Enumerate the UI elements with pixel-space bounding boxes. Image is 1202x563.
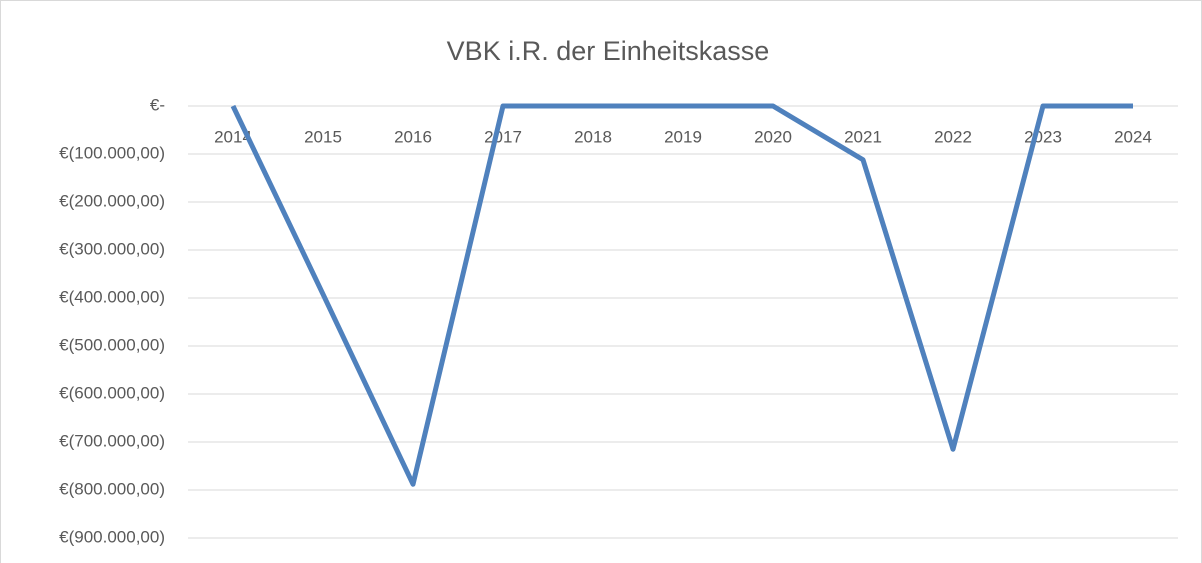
x-tick-label: 2014 — [214, 127, 252, 146]
y-tick-label: €(700.000,00) — [59, 431, 165, 450]
x-tick-label: 2022 — [934, 127, 972, 146]
x-tick-label: 2020 — [754, 127, 792, 146]
y-tick-label: €(100.000,00) — [59, 143, 165, 162]
y-tick-label: €- — [150, 95, 165, 114]
x-tick-label: 2023 — [1024, 127, 1062, 146]
x-tick-label: 2018 — [574, 127, 612, 146]
x-tick-label: 2016 — [394, 127, 432, 146]
y-tick-label: €(200.000,00) — [59, 191, 165, 210]
data-line — [230, 103, 1133, 487]
x-tick-label: 2024 — [1114, 127, 1152, 146]
y-tick-label: €(900.000,00) — [59, 527, 165, 546]
x-tick-label: 2019 — [664, 127, 702, 146]
x-tick-label: 2017 — [484, 127, 522, 146]
x-tick-label: 2015 — [304, 127, 342, 146]
y-tick-label: €(500.000,00) — [59, 335, 165, 354]
chart-title: VBK i.R. der Einheitskasse — [447, 36, 770, 66]
x-tick-label: 2021 — [844, 127, 882, 146]
y-tick-label: €(400.000,00) — [59, 287, 165, 306]
y-tick-label: €(800.000,00) — [59, 479, 165, 498]
y-tick-label: €(600.000,00) — [59, 383, 165, 402]
y-tick-label: €(300.000,00) — [59, 239, 165, 258]
